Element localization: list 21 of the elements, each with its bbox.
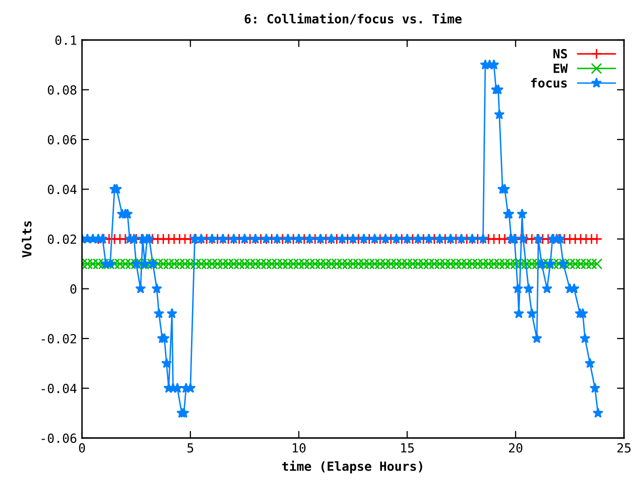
y-tick-label: -0.06 <box>42 434 76 443</box>
chart-title: 6: Collimation/focus vs. Time <box>244 13 462 24</box>
x-tick-label: 5 <box>188 443 194 453</box>
x-tick-label: 20 <box>509 443 522 453</box>
y-tick-label: -0.04 <box>42 384 77 394</box>
legend-label: EW <box>554 64 568 73</box>
x-tick-label: 15 <box>401 443 414 453</box>
x-axis-title: time (Elapse Hours) <box>282 460 422 474</box>
y-tick-label: 0 <box>70 284 76 294</box>
y-tick-label: 0.04 <box>48 184 77 194</box>
y-tick-label: 0.06 <box>48 135 76 144</box>
y-tick-label: -0.02 <box>42 334 76 344</box>
x-tick-label: 10 <box>292 443 306 453</box>
legend-label: focus <box>531 78 567 88</box>
y-tick-label: 0.1 <box>55 36 76 45</box>
legend-label: NS <box>553 48 567 58</box>
x-tick-label: 0 <box>79 443 85 453</box>
y-tick-label: 0.08 <box>48 85 76 95</box>
y-axis-title: Volts <box>22 221 32 258</box>
y-tick-label: 0.02 <box>48 234 76 244</box>
x-tick-label: 25 <box>617 443 631 453</box>
